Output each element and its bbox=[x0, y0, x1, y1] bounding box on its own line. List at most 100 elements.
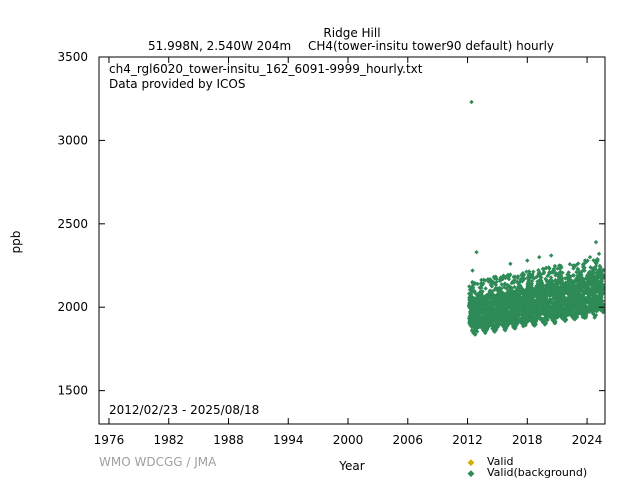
data-point bbox=[539, 280, 545, 286]
y-tick-label: 3500 bbox=[57, 50, 88, 64]
data-point bbox=[549, 253, 554, 258]
data-point bbox=[587, 271, 593, 276]
data-point bbox=[571, 266, 576, 271]
data-point bbox=[529, 281, 535, 286]
data-point bbox=[584, 310, 590, 315]
data-point bbox=[506, 276, 512, 282]
data-point bbox=[530, 306, 535, 312]
data-point bbox=[502, 281, 508, 286]
data-point bbox=[525, 281, 530, 287]
data-point bbox=[544, 298, 549, 303]
axis-ticks-layer: 1976 1982 1988 1994 2000 2006 2012 2018 2024 1500… bbox=[57, 50, 605, 447]
data-point bbox=[581, 261, 587, 267]
data-point bbox=[585, 282, 591, 287]
data-point bbox=[527, 289, 532, 294]
data-point bbox=[579, 304, 584, 310]
data-point bbox=[552, 263, 558, 269]
data-point bbox=[531, 276, 537, 281]
data-point bbox=[555, 272, 560, 278]
data-point bbox=[513, 296, 519, 301]
data-point bbox=[515, 274, 521, 279]
data-point bbox=[556, 277, 561, 282]
data-point bbox=[525, 312, 530, 317]
data-point bbox=[528, 273, 534, 278]
data-point bbox=[572, 317, 578, 322]
data-point bbox=[597, 270, 602, 275]
data-point bbox=[493, 282, 499, 288]
data-point bbox=[525, 310, 531, 315]
data-point bbox=[523, 299, 529, 304]
data-point bbox=[538, 316, 543, 321]
data-point bbox=[601, 307, 606, 313]
data-point bbox=[506, 273, 512, 278]
data-point bbox=[515, 292, 520, 297]
data-point bbox=[593, 290, 599, 295]
data-point bbox=[558, 305, 563, 310]
data-point bbox=[517, 279, 523, 285]
data-point bbox=[488, 279, 493, 284]
data-point bbox=[536, 268, 541, 273]
data-point bbox=[575, 297, 580, 303]
data-point bbox=[547, 297, 553, 302]
data-point bbox=[510, 299, 516, 305]
data-point bbox=[531, 314, 536, 320]
data-point bbox=[528, 306, 533, 311]
data-point bbox=[601, 285, 606, 290]
data-point bbox=[585, 276, 591, 281]
data-point bbox=[545, 317, 550, 323]
data-point bbox=[519, 272, 524, 278]
chart-title: Ridge Hill bbox=[323, 26, 380, 40]
data-point bbox=[518, 277, 523, 283]
data-point bbox=[479, 277, 484, 283]
x-tick-label: 1994 bbox=[273, 433, 304, 447]
data-point bbox=[596, 279, 601, 284]
y-tick-label: 2500 bbox=[57, 217, 88, 231]
data-point bbox=[473, 281, 479, 286]
data-point bbox=[553, 271, 559, 276]
data-point bbox=[553, 319, 558, 324]
data-point bbox=[599, 279, 605, 284]
x-tick-label: 1982 bbox=[153, 433, 184, 447]
data-point bbox=[565, 297, 571, 303]
data-point bbox=[530, 286, 535, 292]
data-point bbox=[517, 283, 523, 288]
legend-label-valid-background: Valid(background) bbox=[487, 466, 587, 479]
chart-subtitle-parameter: CH4(tower-insitu tower90 default) hourly bbox=[308, 39, 554, 53]
data-point bbox=[534, 318, 539, 324]
data-point bbox=[512, 277, 518, 283]
data-point bbox=[556, 281, 561, 286]
data-point bbox=[508, 272, 513, 277]
data-point bbox=[524, 269, 529, 274]
data-point bbox=[567, 309, 572, 314]
data-point bbox=[584, 313, 589, 318]
data-point bbox=[570, 273, 576, 278]
data-point bbox=[523, 321, 529, 326]
legend-marker-valid-background: ◆ bbox=[468, 469, 475, 479]
data-point bbox=[474, 292, 480, 297]
data-point bbox=[598, 265, 603, 270]
data-point bbox=[525, 296, 530, 301]
data-point bbox=[470, 285, 476, 291]
data-point bbox=[467, 284, 472, 289]
data-point bbox=[590, 271, 596, 277]
data-point bbox=[553, 277, 558, 283]
data-point bbox=[571, 293, 576, 298]
data-point bbox=[563, 286, 568, 291]
data-point bbox=[526, 272, 531, 277]
data-point bbox=[588, 265, 593, 270]
data-point bbox=[574, 314, 580, 320]
x-tick-label: 2006 bbox=[393, 433, 424, 447]
data-point bbox=[525, 258, 530, 263]
data-point bbox=[517, 319, 522, 324]
data-point bbox=[537, 310, 542, 315]
data-point bbox=[553, 273, 558, 278]
data-point bbox=[521, 319, 526, 324]
data-point bbox=[500, 276, 505, 282]
data-point bbox=[480, 281, 486, 286]
data-point bbox=[542, 287, 547, 293]
data-point bbox=[555, 266, 560, 271]
data-point bbox=[552, 316, 558, 322]
data-point bbox=[568, 274, 573, 279]
data-point bbox=[574, 269, 579, 275]
data-point bbox=[518, 303, 524, 309]
